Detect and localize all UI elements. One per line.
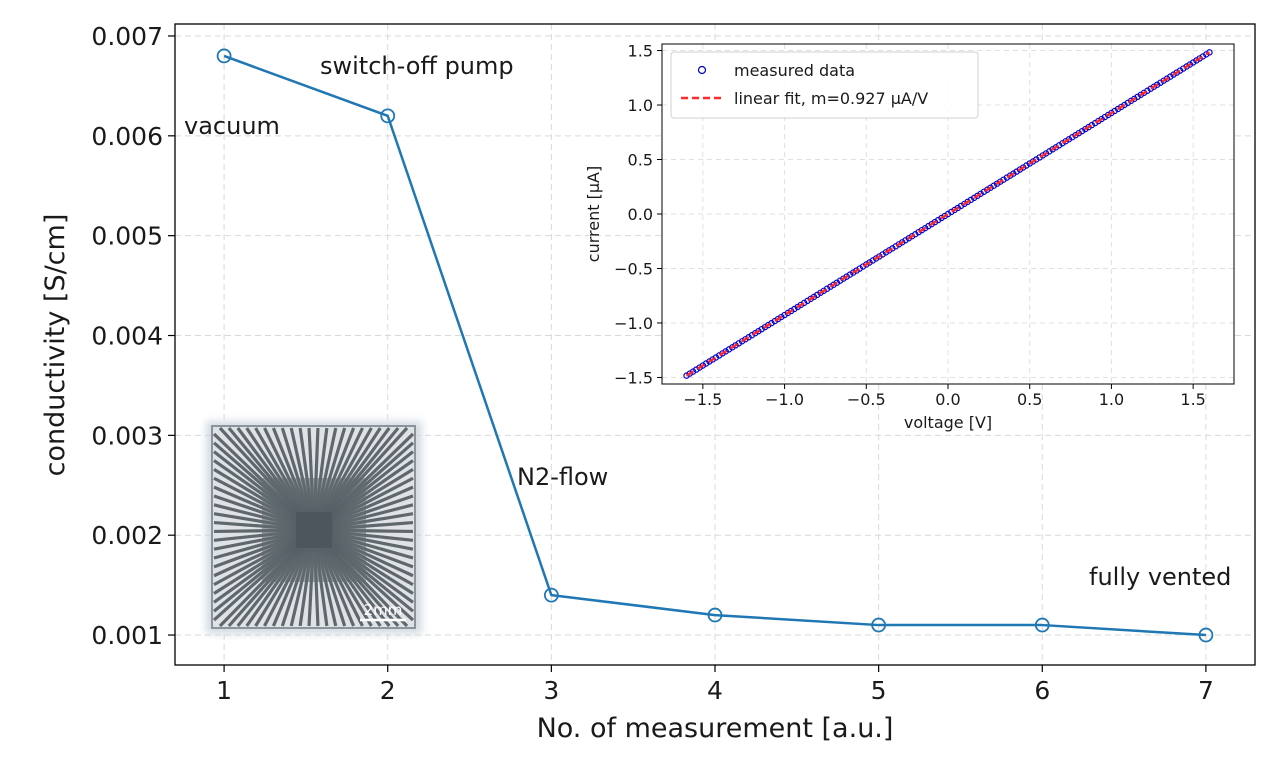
main-y-tick-label: 0.006	[91, 122, 163, 151]
inset-y-axis-label: current [µA]	[584, 166, 603, 262]
main-x-tick-label: 1	[216, 676, 232, 705]
annotation-switch-off-pump: switch-off pump	[320, 52, 514, 80]
main-data-point	[871, 617, 887, 633]
annotation-n2-flow: N2-flow	[517, 463, 608, 491]
main-x-tick-label: 7	[1198, 676, 1214, 705]
main-data-point	[380, 108, 396, 124]
main-data-point	[707, 607, 723, 623]
inset-x-tick-label: 1.5	[1180, 390, 1205, 409]
inset-x-tick-label: 0.5	[1017, 390, 1042, 409]
main-y-axis-label: conductivity [S/cm]	[40, 214, 71, 477]
annotation-fully-vented: fully vented	[1089, 563, 1231, 591]
main-y-tick-label: 0.007	[91, 22, 163, 51]
main-data-point	[216, 48, 232, 64]
inset-x-tick-label: −1.5	[683, 390, 722, 409]
main-x-tick-label: 2	[380, 676, 396, 705]
main-x-tick-label: 3	[543, 676, 559, 705]
inset-y-tick-label: 0.0	[628, 205, 653, 224]
main-x-tick-label: 4	[707, 676, 723, 705]
inset-y-tick-label: −1.5	[614, 368, 653, 387]
main-y-tick-label: 0.004	[91, 322, 163, 351]
annotation-vacuum: vacuum	[184, 112, 280, 140]
inset-x-tick-label: 0.0	[935, 390, 960, 409]
inset-fit-line	[685, 51, 1211, 377]
main-data-point	[543, 587, 559, 603]
inset-legend: measured data linear fit, m=0.927 µA/V	[670, 51, 979, 119]
inset-y-tick-label: −1.0	[614, 314, 653, 333]
main-x-tick-label: 5	[871, 676, 887, 705]
main-y-tick-label: 0.001	[91, 621, 163, 650]
main-x-tick-label: 6	[1034, 676, 1050, 705]
inset-data-point	[1206, 49, 1213, 56]
legend-label-fit: linear fit, m=0.927 µA/V	[734, 89, 928, 108]
chip-photo: 2mm	[206, 421, 422, 634]
main-data-point	[1198, 627, 1214, 643]
inset-y-tick-label: −0.5	[614, 259, 653, 278]
inset-x-axis-label: voltage [V]	[904, 413, 992, 432]
main-y-tick-label: 0.003	[91, 421, 163, 450]
main-y-tick-label: 0.002	[91, 521, 163, 550]
main-x-axis-label: No. of measurement [a.u.]	[537, 713, 894, 744]
legend-label-measured: measured data	[734, 61, 855, 80]
scale-bar-label: 2mm	[364, 601, 403, 619]
inset-x-tick-label: −1.0	[765, 390, 804, 409]
inset-y-tick-label: 0.5	[628, 151, 653, 170]
main-series-line	[223, 54, 1206, 637]
inset-y-tick-label: 1.0	[628, 96, 653, 115]
inset-x-tick-label: 1.0	[1099, 390, 1124, 409]
main-data-point	[1034, 617, 1050, 633]
inset-y-tick-label: 1.5	[628, 42, 653, 61]
inset-x-tick-label: −0.5	[847, 390, 886, 409]
legend-marker-measured	[697, 65, 707, 75]
main-y-tick-label: 0.005	[91, 222, 163, 251]
